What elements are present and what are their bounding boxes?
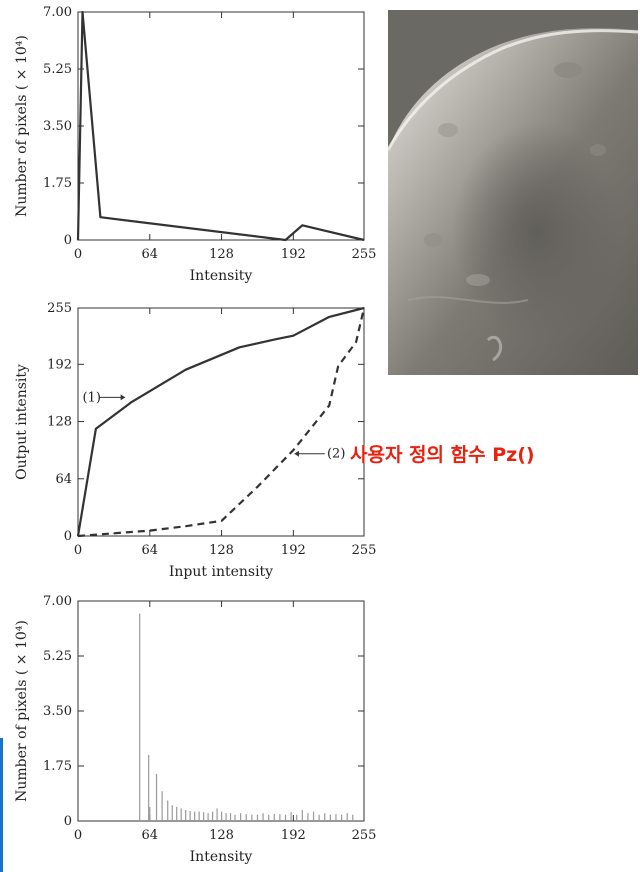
y-axis-title: Number of pixels ( × 10⁴) <box>14 35 30 217</box>
y-tick-label: 5.25 <box>43 649 72 664</box>
x-tick-label: 255 <box>352 828 377 843</box>
data-point <box>113 532 115 534</box>
data-point <box>284 239 287 241</box>
output-histogram-plot: 0 64 128 192 255 0 1.75 3.50 5.25 7.00 Intensity Nu… <box>14 594 376 865</box>
y-tick-label: 1.75 <box>43 759 72 774</box>
series-2-arrowhead <box>294 450 299 457</box>
data-point <box>363 239 365 241</box>
data-point <box>77 239 79 241</box>
input-histogram-chart: 0 64 128 192 255 0 1.75 3.50 5.25 7.00 Intensity Nu… <box>14 5 376 284</box>
data-point <box>95 428 97 430</box>
output-histogram-chart: 0 64 128 192 255 0 1.75 3.50 5.25 7.00 Intensity Nu… <box>14 594 376 865</box>
series-line-2 <box>77 307 366 538</box>
x-tick-label: 64 <box>142 247 159 262</box>
data-point <box>363 307 365 309</box>
data-point <box>256 486 259 488</box>
x-tick-label: 128 <box>209 543 234 558</box>
series-line-1 <box>76 306 365 537</box>
x-axis-title: Intensity <box>190 849 253 865</box>
plot-frame <box>77 600 365 822</box>
y-tick-label: 64 <box>55 472 72 487</box>
transformation-function-chart: 0 64 128 192 255 0 64 128 192 255 Input intensity O… <box>14 301 376 580</box>
x-tick-label: 64 <box>142 828 159 843</box>
x-axis-title: Intensity <box>190 268 253 284</box>
x-tick-label: 255 <box>352 543 377 558</box>
x-tick-label: 64 <box>142 543 159 558</box>
y-tick-label: 0 <box>64 529 72 544</box>
x-tick-label: 255 <box>352 247 377 262</box>
custom-function-caption: 사용자 정의 함수 Pz() <box>350 444 535 466</box>
x-tick-label: 0 <box>74 543 82 558</box>
data-point <box>301 224 303 226</box>
data-point <box>292 335 294 337</box>
x-axis-title: Input intensity <box>169 564 273 580</box>
y-tick-label: 192 <box>47 357 72 372</box>
data-point <box>185 369 187 371</box>
moon-surface-image <box>388 10 638 375</box>
y-tick-label: 255 <box>47 301 72 316</box>
data-point <box>238 346 241 348</box>
x-tick-label: 192 <box>281 543 306 558</box>
y-tick-label: 3.50 <box>43 119 72 134</box>
data-point <box>328 316 330 318</box>
x-tick-label: 192 <box>281 828 306 843</box>
data-point <box>149 530 151 532</box>
x-tick-label: 128 <box>209 247 234 262</box>
y-tick-label: 1.75 <box>43 176 72 191</box>
data-point <box>77 535 79 537</box>
series-2-label: (2) <box>327 447 345 462</box>
input-histogram-plot: 0 64 128 192 255 0 1.75 3.50 5.25 7.00 Intensity Nu… <box>14 5 376 284</box>
x-tick-label: 192 <box>281 247 306 262</box>
data-point <box>81 11 84 13</box>
series-1-arrowhead <box>120 394 126 401</box>
data-point <box>328 404 330 407</box>
transformation-function-plot: 0 64 128 192 255 0 64 128 192 255 Input intensity O… <box>14 301 376 580</box>
y-tick-label: 0 <box>64 233 72 248</box>
plot-frame <box>77 11 365 241</box>
plot-frame <box>77 307 365 537</box>
series-line-1 <box>76 10 365 242</box>
y-tick-label: 5.25 <box>43 62 72 77</box>
x-tick-label: 0 <box>74 828 82 843</box>
y-tick-label: 0 <box>64 814 72 829</box>
data-point <box>274 338 276 340</box>
data-point <box>337 365 339 367</box>
data-point <box>185 525 187 527</box>
data-point <box>220 520 223 522</box>
y-axis-title: Output intensity <box>14 364 30 480</box>
data-point <box>292 449 294 451</box>
y-tick-label: 7.00 <box>43 594 72 609</box>
series-1-label: (1) <box>82 390 100 405</box>
data-point <box>99 216 102 218</box>
y-tick-label: 7.00 <box>43 5 72 20</box>
data-point <box>355 341 357 343</box>
x-tick-label: 128 <box>209 828 234 843</box>
left-accent-bar <box>0 738 3 872</box>
y-tick-label: 3.50 <box>43 704 72 719</box>
x-tick-label: 0 <box>74 247 82 262</box>
y-tick-label: 128 <box>47 415 72 430</box>
data-point <box>131 401 133 403</box>
y-axis-title: Number of pixels ( × 10⁴) <box>14 620 30 802</box>
